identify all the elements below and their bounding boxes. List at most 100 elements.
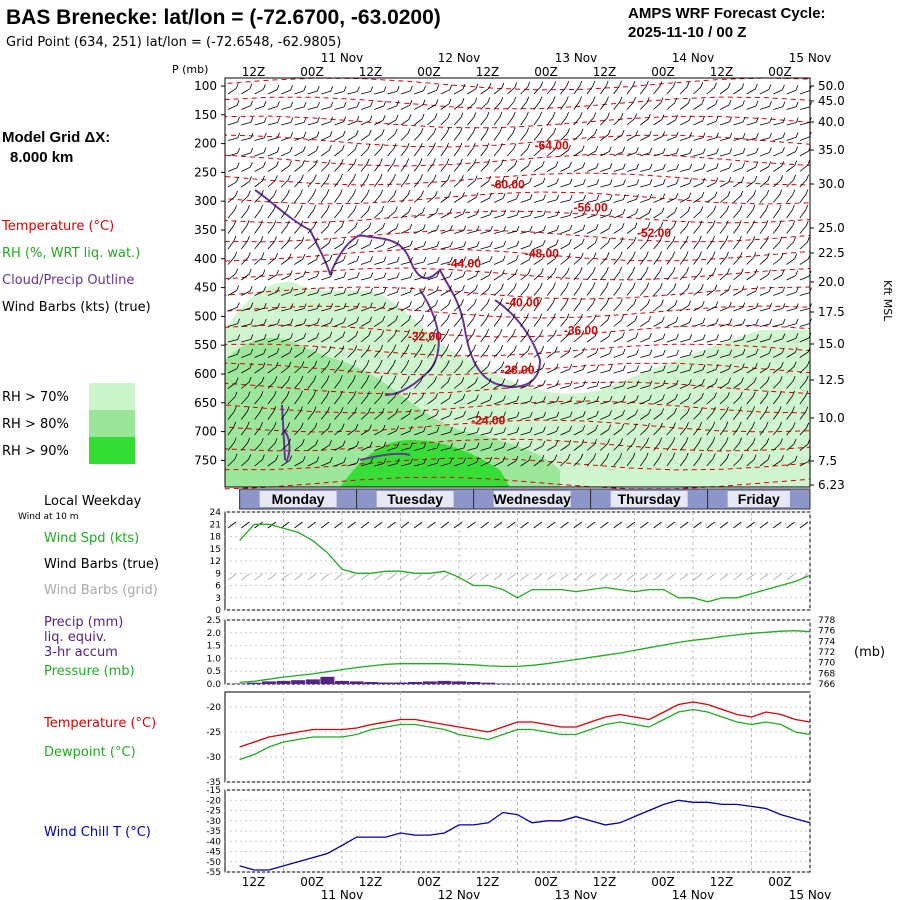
- isotherm-line-10: [224, 267, 811, 281]
- wind-barb-10m: [307, 521, 317, 529]
- isotherm-label: -44.00: [447, 256, 481, 270]
- wind-barb-upper: [400, 349, 408, 358]
- wind-barb-upper: [600, 228, 610, 234]
- wind-barb-flag: [300, 422, 304, 428]
- wind-barb-flag: [714, 392, 717, 398]
- wind-barb-flag: [742, 162, 745, 168]
- wind-barb-flag: [342, 331, 346, 337]
- isotherm-line-12: [224, 305, 811, 319]
- wind-barb-flag: [313, 406, 317, 412]
- wind-barb-flag: [487, 361, 491, 367]
- wind-barb-upper: [573, 117, 581, 126]
- wind-barb-upper: [254, 426, 261, 436]
- wind-barb-upper: [467, 447, 478, 451]
- wind-barb-upper: [400, 364, 408, 374]
- wind-barb-flag: [635, 130, 639, 136]
- wind-barb-10m: [693, 521, 702, 529]
- wind-barb-flag: [383, 100, 387, 107]
- wind-barb-flag: [515, 455, 519, 462]
- wind-barb-upper: [560, 229, 571, 234]
- wind-barb-upper: [773, 137, 784, 141]
- wind-barb-upper: [467, 147, 474, 157]
- wind-barb-flag: [540, 329, 543, 335]
- wind-barb-upper: [387, 463, 398, 467]
- wind-barb-upper: [373, 194, 381, 203]
- wind-barb-flag: [501, 361, 505, 367]
- wind-barb-upper: [560, 272, 568, 281]
- wind-barb-flag: [596, 396, 600, 402]
- wind-barb-flag: [463, 457, 466, 463]
- wind-barb-flag: [486, 127, 489, 133]
- wind-barb-10m: [573, 521, 583, 529]
- wind-barb-upper: [680, 369, 690, 374]
- wind-barb-flag: [287, 375, 291, 382]
- wind-barb-upper: [613, 213, 624, 219]
- wind-barb-upper: [506, 101, 515, 110]
- wind-barb-upper: [706, 458, 714, 467]
- wind-barb-flag: [247, 205, 250, 211]
- wind-barb-upper: [480, 349, 488, 358]
- wind-barb-upper: [799, 106, 810, 110]
- wind-barb-flag: [622, 163, 626, 169]
- wind-barb-flag: [368, 407, 371, 413]
- wind-barb-flag: [807, 439, 811, 445]
- legend-pressure: Pressure (mb): [44, 664, 135, 679]
- wind-barb-flag: [742, 100, 745, 106]
- wind-barb-upper: [360, 446, 371, 451]
- wind-barb-upper: [347, 91, 358, 95]
- wind-barb-upper: [294, 179, 302, 188]
- wind-barb-upper: [759, 225, 767, 234]
- wind-barb-flag: [261, 376, 265, 382]
- wind-barb-flag: [672, 235, 676, 242]
- wind-barb-upper: [440, 349, 448, 358]
- windchill-line: [239, 799, 811, 871]
- pressure-tick-label: 770: [818, 659, 835, 669]
- wind-barb-flag: [436, 442, 440, 449]
- wind-barb-flag: [781, 455, 784, 461]
- wind-barb-upper: [573, 302, 581, 312]
- wind-barb-upper: [626, 152, 637, 157]
- wind-barb-flag: [450, 457, 453, 464]
- wind-barb-upper: [267, 165, 277, 172]
- wind-barb-flag: [436, 271, 440, 277]
- wind-barb-flag: [436, 224, 440, 231]
- wind-barb-flag: [700, 284, 704, 290]
- wind-barb-flag: [649, 394, 652, 401]
- wind-barb-upper: [294, 427, 302, 436]
- wind-barb-upper: [786, 165, 795, 172]
- wind-barb-upper: [746, 152, 757, 157]
- wind-barb-upper: [626, 101, 634, 110]
- wind-barb-flag: [795, 318, 799, 324]
- wind-barb-upper: [719, 354, 730, 358]
- wind-barb-flag: [249, 83, 253, 89]
- wind-barb-flag: [382, 115, 386, 121]
- wind-barb-upper: [320, 90, 331, 95]
- wind-barb-flag: [528, 362, 532, 368]
- wind-barb-flag: [636, 163, 639, 169]
- windchill-tick-label: -55: [206, 868, 221, 878]
- wind-barb-flag: [246, 220, 250, 226]
- wind-barb-upper: [573, 401, 584, 405]
- wind-barb-flag: [476, 442, 480, 448]
- wind-barb-flag: [343, 271, 347, 278]
- wind-barb-flag: [447, 376, 451, 382]
- wind-barb-upper: [480, 447, 491, 451]
- wind-barb-upper: [773, 89, 783, 95]
- wind-barb-upper: [307, 164, 316, 172]
- wind-barb-upper: [772, 426, 780, 436]
- wind-barb-upper: [241, 290, 251, 296]
- wind-barb-flag: [450, 241, 453, 247]
- wind-barb-flag: [419, 344, 423, 350]
- wind-barb-upper: [347, 260, 358, 265]
- wind-barb-flag: [622, 365, 626, 371]
- wind-barb-upper: [626, 457, 634, 467]
- wind-barb-flag: [700, 82, 704, 88]
- wind-barb-upper: [799, 351, 809, 358]
- wind-barb-flag: [449, 208, 453, 214]
- wind-barb-upper: [413, 397, 423, 405]
- wind-barb-upper: [360, 244, 371, 250]
- bottom-hour-label: 00Z: [651, 875, 675, 889]
- wind-barb-flag: [460, 158, 463, 164]
- wind-barb-upper: [400, 104, 411, 110]
- wind-barb-10m: [387, 521, 396, 529]
